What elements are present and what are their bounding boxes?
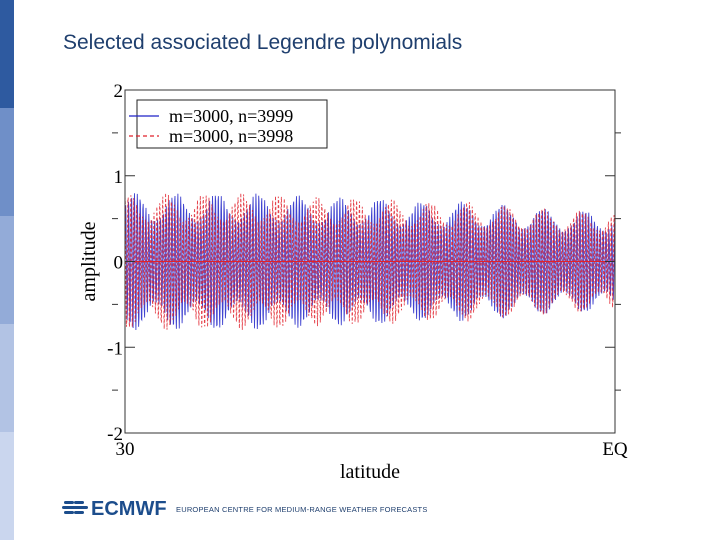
x-tick-label: 30 bbox=[116, 439, 135, 460]
logo-text: ECMWF bbox=[91, 498, 167, 520]
ticks-layer: 2 1 0 -1 -230 EQ bbox=[107, 81, 628, 460]
side-segment-5 bbox=[0, 432, 14, 540]
x-axis-label: latitude bbox=[340, 461, 400, 483]
ecmwf-logo: ECMWF bbox=[62, 498, 167, 520]
y-tick-label: 1 bbox=[114, 167, 124, 188]
series-layer bbox=[124, 192, 616, 331]
side-segment-3 bbox=[0, 216, 14, 324]
slide-title: Selected associated Legendre polynomials bbox=[63, 31, 463, 54]
legendre-chart: 2 1 0 -1 -230 EQ m=3000, n=3999 m=3000, n=399… bbox=[78, 81, 628, 483]
side-segment-1 bbox=[0, 0, 14, 108]
y-axis-label: amplitude bbox=[78, 221, 100, 301]
series-line-2 bbox=[124, 192, 616, 330]
legend-entry-2: m=3000, n=3998 bbox=[169, 126, 293, 146]
x-tick-label: EQ bbox=[602, 439, 628, 460]
footer-org-name: EUROPEAN CENTRE FOR MEDIUM-RANGE WEATHER… bbox=[176, 505, 428, 514]
legend-entry-1: m=3000, n=3999 bbox=[169, 106, 293, 126]
y-tick-label: 0 bbox=[114, 253, 124, 274]
side-segment-2 bbox=[0, 108, 14, 216]
side-segment-4 bbox=[0, 324, 14, 432]
logo-mark bbox=[62, 501, 88, 514]
y-tick-label: -2 bbox=[107, 424, 123, 445]
legend-box bbox=[136, 99, 328, 149]
y-tick-label: -1 bbox=[107, 338, 123, 359]
side-accent-bar bbox=[0, 0, 14, 540]
legend: m=3000, n=3999 m=3000, n=3998 bbox=[129, 99, 328, 149]
y-tick-label: 2 bbox=[114, 81, 124, 102]
